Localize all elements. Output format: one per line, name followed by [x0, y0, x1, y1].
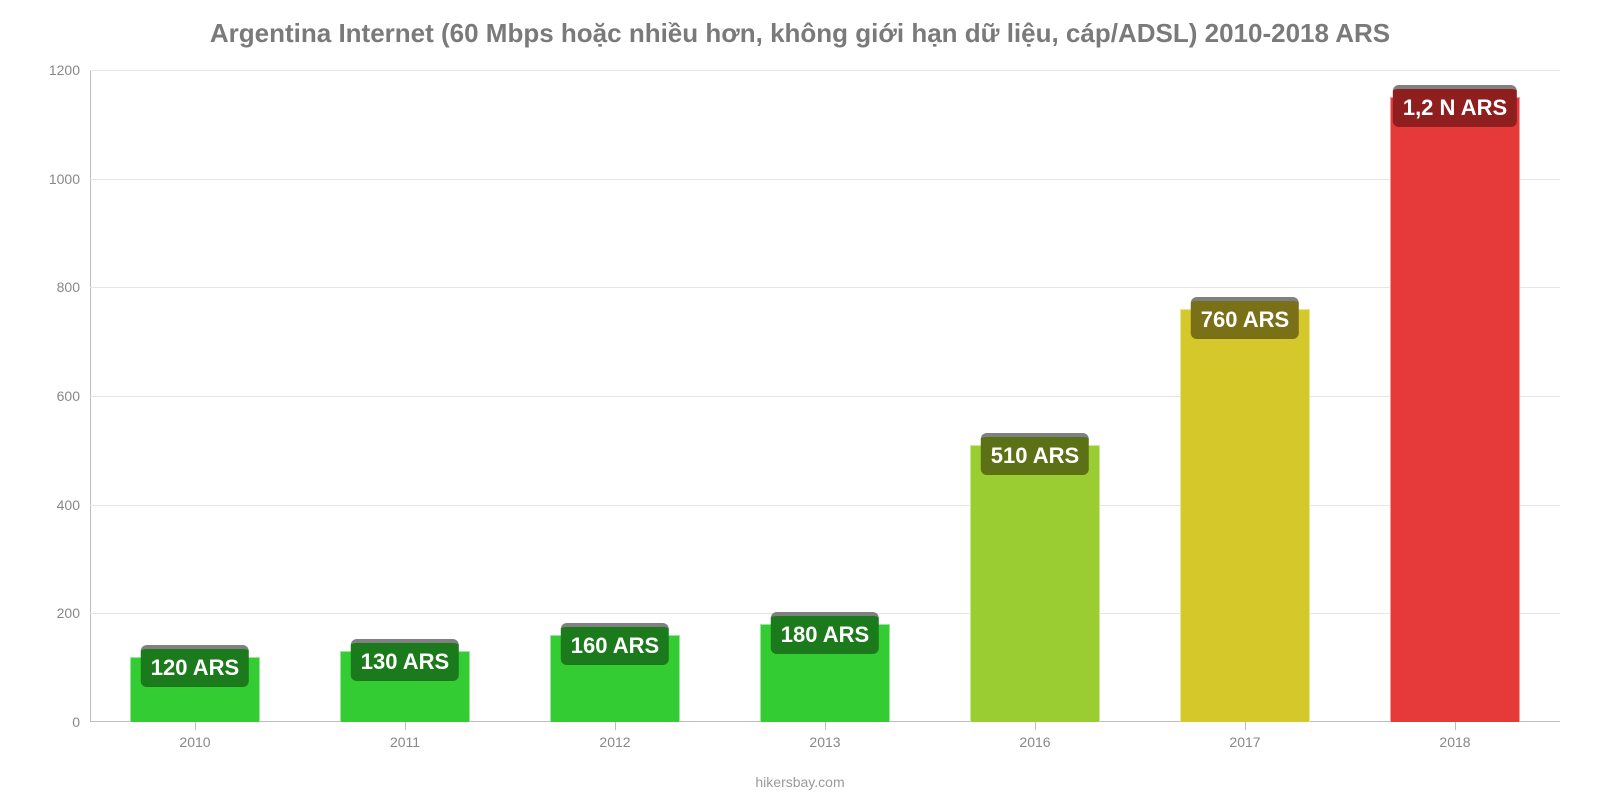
grid-line	[90, 505, 1560, 506]
bar-value-label: 510 ARS	[981, 433, 1089, 475]
y-tick-label: 200	[57, 605, 90, 621]
y-tick-label: 600	[57, 388, 90, 404]
y-tick-label: 1200	[49, 62, 90, 78]
chart-container: Argentina Internet (60 Mbps hoặc nhiều h…	[0, 0, 1600, 800]
y-tick-label: 400	[57, 497, 90, 513]
chart-title: Argentina Internet (60 Mbps hoặc nhiều h…	[40, 18, 1560, 49]
bar-value-label: 160 ARS	[561, 623, 669, 665]
x-tick-label: 2010	[179, 722, 210, 750]
bar	[1180, 309, 1310, 722]
y-tick-label: 1000	[49, 171, 90, 187]
y-tick-label: 0	[72, 714, 90, 730]
bar	[970, 445, 1100, 722]
y-tick-label: 800	[57, 279, 90, 295]
x-tick-label: 2013	[809, 722, 840, 750]
bar-value-label: 120 ARS	[141, 645, 249, 687]
bar	[1390, 97, 1520, 722]
grid-line	[90, 396, 1560, 397]
bar-value-label: 760 ARS	[1191, 297, 1299, 339]
grid-line	[90, 179, 1560, 180]
x-tick-label: 2017	[1229, 722, 1260, 750]
bar-value-label: 180 ARS	[771, 612, 879, 654]
x-tick-label: 2016	[1019, 722, 1050, 750]
x-tick-label: 2011	[390, 722, 420, 750]
bar-value-label: 130 ARS	[351, 639, 459, 681]
grid-line	[90, 70, 1560, 71]
grid-line	[90, 287, 1560, 288]
bar-value-label: 1,2 N ARS	[1393, 85, 1517, 127]
x-tick-label: 2012	[599, 722, 630, 750]
plot-area: 0200400600800100012002010120 ARS2011130 …	[90, 70, 1560, 722]
chart-footer: hikersbay.com	[0, 774, 1600, 790]
x-tick-label: 2018	[1439, 722, 1470, 750]
